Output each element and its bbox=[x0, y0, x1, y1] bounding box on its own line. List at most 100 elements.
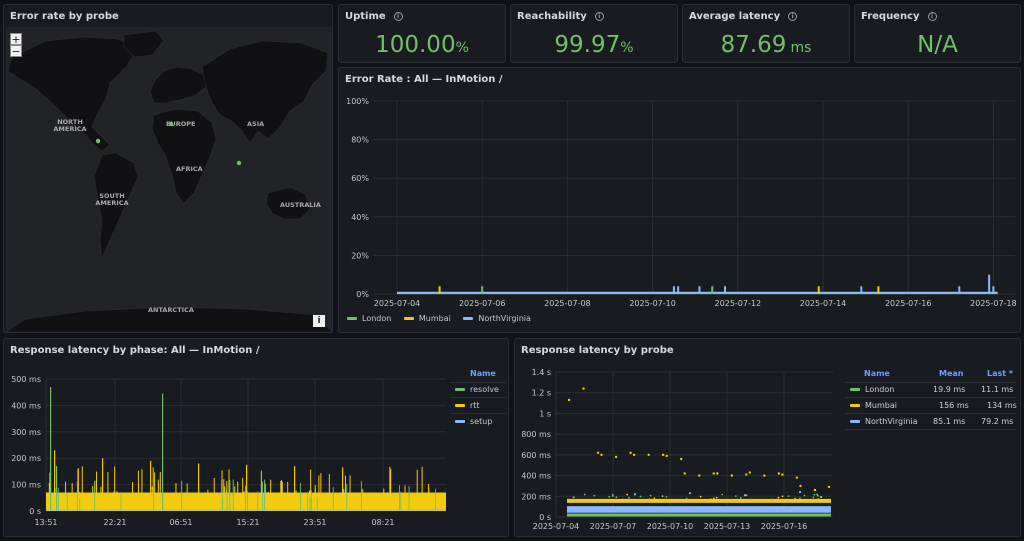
northvirginia-outlier-point bbox=[633, 493, 637, 496]
latency-scatter-point bbox=[750, 498, 753, 501]
error-rate-y-tick: 20% bbox=[351, 251, 369, 260]
phase-legend-setup[interactable]: setup bbox=[455, 417, 492, 426]
greenland-shape bbox=[123, 30, 165, 58]
rtt-spike bbox=[237, 481, 239, 511]
world-map[interactable]: NORTH AMERICA EUROPE ASIA AFRICA SOUTH A… bbox=[6, 27, 332, 332]
latency-phase-title: Response latency by phase: All — InMotio… bbox=[10, 345, 260, 356]
map-panel-title: Error rate by probe bbox=[10, 11, 119, 22]
latency-scatter-point bbox=[608, 495, 611, 498]
info-icon[interactable]: i bbox=[594, 12, 604, 21]
probe-marker-virginia bbox=[95, 138, 101, 144]
mumbai-outlier-point bbox=[799, 484, 802, 488]
latency-scatter-point bbox=[812, 496, 815, 499]
error-rate-x-tick: 2025-07-16 bbox=[885, 299, 932, 308]
probe-y-tick: 0 s bbox=[539, 513, 551, 522]
stat-frequency-title: Frequency bbox=[861, 11, 920, 22]
resolve-spike bbox=[120, 494, 122, 511]
probe-row-mumbai[interactable]: Mumbai bbox=[850, 401, 897, 410]
northvirginia-outlier-point bbox=[743, 494, 747, 497]
info-icon[interactable]: i bbox=[927, 12, 937, 21]
rtt-spike bbox=[362, 488, 364, 511]
phase-x-tick: 13:51 bbox=[34, 518, 57, 527]
zoom-in-button[interactable]: + bbox=[10, 33, 22, 46]
latency-phase-chart[interactable]: 0 s 100 ms 200 ms 300 ms 400 ms 500 ms 13:51 22… bbox=[4, 361, 454, 537]
latency-scatter-point bbox=[721, 493, 724, 496]
probe-row-northvirginia[interactable]: NorthVirginia bbox=[850, 417, 918, 426]
rtt-spike bbox=[343, 489, 345, 511]
label-africa: AFRICA bbox=[176, 165, 203, 173]
resolve-spike bbox=[264, 479, 266, 511]
resolve-spike bbox=[346, 483, 348, 511]
phase-x-tick: 22:21 bbox=[103, 518, 126, 527]
stat-frequency-value: N/A bbox=[917, 32, 958, 58]
world-map-svg bbox=[6, 30, 332, 332]
stat-reachability-value: 99.97 bbox=[554, 32, 621, 58]
rtt-spike bbox=[264, 483, 266, 511]
probe-row-mumbai-last: 134 ms bbox=[987, 401, 1017, 410]
phase-y-tick: 0 s bbox=[29, 507, 41, 516]
resolve-spike bbox=[232, 479, 234, 511]
resolve-spike bbox=[79, 498, 81, 511]
legend-mumbai[interactable]: Mumbai bbox=[403, 314, 451, 323]
latency-scatter-point bbox=[626, 493, 629, 496]
northvirginia-spike bbox=[988, 274, 991, 294]
london-spike bbox=[711, 286, 714, 294]
label-asia: ASIA bbox=[247, 120, 265, 128]
probe-row-london[interactable]: London bbox=[850, 385, 894, 394]
northvirginia-spike bbox=[724, 286, 727, 294]
phase-legend-resolve[interactable]: resolve bbox=[455, 385, 499, 394]
stat-reachability-unit: % bbox=[620, 40, 634, 56]
rtt-spike bbox=[318, 475, 320, 511]
probe-row-northvirginia-last: 79.2 ms bbox=[981, 417, 1014, 426]
phase-legend-rtt[interactable]: rtt bbox=[455, 401, 480, 410]
probe-y-tick: 400 ms bbox=[521, 472, 551, 481]
mumbai-outlier-point bbox=[632, 453, 636, 457]
stat-latency-value: 87.69 bbox=[720, 32, 787, 58]
rtt-spike bbox=[186, 483, 188, 511]
probe-table-header-last[interactable]: Last * bbox=[987, 369, 1014, 378]
legend-northvirginia[interactable]: NorthVirginia bbox=[463, 314, 531, 323]
error-rate-chart[interactable]: 0% 20% 40% 60% 80% 100% 2025-07-04 2025-07-06 20… bbox=[339, 90, 1021, 330]
rtt-spike bbox=[242, 477, 244, 511]
stat-reachability-title: Reachability bbox=[517, 11, 587, 22]
legend-london[interactable]: London bbox=[347, 314, 391, 323]
probe-row-london-last: 11.1 ms bbox=[981, 385, 1014, 394]
rtt-spike bbox=[280, 480, 282, 511]
latency-scatter-point bbox=[734, 495, 737, 498]
north-america-shape bbox=[7, 36, 139, 152]
info-icon[interactable]: i bbox=[788, 12, 798, 21]
resolve-spike bbox=[306, 492, 308, 511]
resolve-spike bbox=[309, 497, 311, 511]
error-rate-x-tick: 2025-07-08 bbox=[544, 299, 591, 308]
latency-scatter-point bbox=[639, 495, 642, 498]
rtt-spike bbox=[295, 490, 297, 511]
mumbai-outlier-point bbox=[716, 472, 719, 475]
latency-probe-chart[interactable]: 0 s 200 ms 400 ms 600 ms 800 ms 1 s 1.2 s 1.4 s… bbox=[515, 361, 839, 537]
rtt-spike bbox=[287, 481, 289, 511]
zoom-out-button[interactable]: − bbox=[10, 45, 22, 58]
resolve-spike bbox=[246, 491, 248, 511]
mumbai-outlier-point bbox=[730, 474, 733, 477]
rtt-spike bbox=[81, 466, 83, 511]
rtt-spike bbox=[48, 483, 50, 511]
phase-legend-header[interactable]: Name bbox=[470, 369, 496, 378]
stat-latency-title: Average latency bbox=[689, 11, 781, 22]
northvirginia-spike bbox=[672, 286, 675, 294]
rtt-spike bbox=[92, 486, 94, 511]
info-icon[interactable]: i bbox=[393, 12, 403, 21]
probe-table-header-name[interactable]: Name bbox=[864, 369, 890, 378]
probe-x-tick: 2025-07-07 bbox=[590, 522, 637, 531]
mumbai-outlier-point bbox=[680, 457, 683, 461]
latency-scatter-point bbox=[628, 496, 630, 499]
rtt-spike bbox=[138, 484, 140, 511]
map-info-button[interactable]: i bbox=[313, 315, 325, 327]
rtt-spike bbox=[280, 480, 282, 511]
latency-scatter-point bbox=[745, 494, 748, 497]
europe-shape bbox=[149, 66, 207, 104]
rtt-peak bbox=[294, 466, 296, 511]
mumbai-outlier-point bbox=[629, 451, 632, 454]
rtt-spike bbox=[428, 483, 430, 511]
rtt-spike bbox=[107, 472, 109, 511]
latency-scatter-point bbox=[648, 498, 651, 501]
probe-table-header-mean[interactable]: Mean bbox=[939, 369, 964, 378]
